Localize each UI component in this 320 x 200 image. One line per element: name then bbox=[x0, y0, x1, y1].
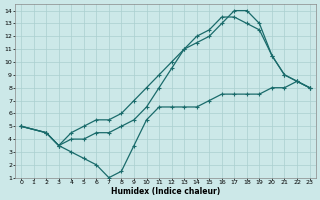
X-axis label: Humidex (Indice chaleur): Humidex (Indice chaleur) bbox=[111, 187, 220, 196]
